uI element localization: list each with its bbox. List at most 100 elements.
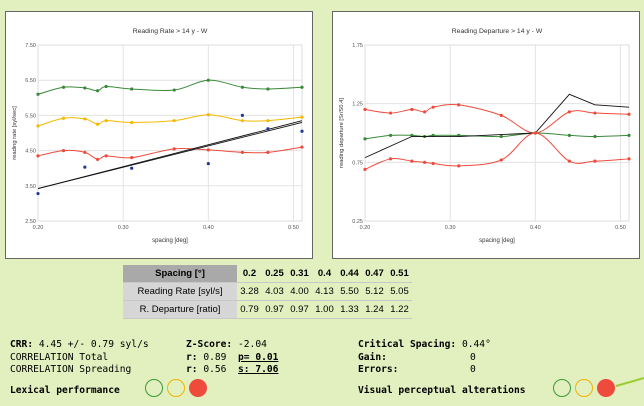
series-point <box>206 78 210 82</box>
series-point <box>593 134 597 139</box>
data-point <box>300 129 304 133</box>
series-point <box>300 85 304 89</box>
series-point <box>567 133 571 137</box>
y-axis-label: reading rate [syl/sec] <box>12 106 18 160</box>
data-point <box>206 162 210 166</box>
series-point <box>410 159 414 163</box>
series-point <box>499 134 503 139</box>
series-point <box>627 157 631 161</box>
series-point <box>431 161 435 166</box>
table-cell: 1.00 <box>312 300 337 319</box>
r-total-value: 0.89 <box>197 351 238 363</box>
table-cell: 4.03 <box>262 282 287 301</box>
table-header-row: Spacing [°] 0.2 0.25 0.31 0.4 0.44 0.47 … <box>123 265 412 283</box>
table-cell: 3.28 <box>237 282 262 301</box>
y-axis-label: reading departure [Sr/S0.4] <box>339 98 345 168</box>
series-point <box>593 159 597 163</box>
gain-label: Gain: <box>358 351 387 363</box>
y-tick-label: 4.50 <box>25 149 36 155</box>
y-tick-label: 0.75 <box>352 160 363 166</box>
chart-title: Reading Rate > 14 y - W <box>133 28 208 35</box>
x-axis-label: spacing [deg] <box>479 238 515 244</box>
series-point <box>104 84 108 89</box>
series-point <box>410 107 414 112</box>
series-point <box>593 111 597 115</box>
y-tick-label: 5.50 <box>25 113 36 119</box>
series-line <box>364 132 630 170</box>
crr-value: 4.45 +/- 0.79 syl/s <box>33 339 149 350</box>
indicator-arrow-line <box>615 377 644 387</box>
lexical-performance-label: Lexical performance <box>10 385 120 396</box>
series-point <box>104 154 108 158</box>
r-total-label: r: <box>186 351 198 363</box>
series-point <box>240 85 244 89</box>
table-cell: 5.12 <box>362 282 387 301</box>
crr-label: CRR: <box>10 339 34 350</box>
stats-middle: Z-Score: -2.04 r: 0.89 p= 0.01 r: 0.56 s… <box>186 339 278 377</box>
z-score-label: Z-Score: <box>186 339 233 350</box>
lexical-yellow-circle-icon <box>167 379 185 397</box>
data-point <box>240 113 244 117</box>
stats-right: Critical Spacing: 0.44° Gain: <box>358 339 491 364</box>
table-cell: 5.50 <box>337 282 362 301</box>
y-tick-label: 1.25 <box>352 102 363 108</box>
series-point <box>363 167 367 171</box>
table-row: R. Departure [ratio] 0.79 0.97 0.97 1.00… <box>123 300 412 319</box>
series-point <box>61 149 66 153</box>
series-point <box>172 119 176 123</box>
table-col: 0.4 <box>312 265 337 283</box>
series-point <box>300 115 304 119</box>
series-line <box>37 122 303 190</box>
series-point <box>96 89 100 93</box>
table-cell: 1.33 <box>337 300 362 319</box>
series-point <box>388 157 393 161</box>
series-point <box>363 107 367 112</box>
series-point <box>431 105 435 109</box>
series-point <box>96 122 100 126</box>
series-point <box>300 145 304 149</box>
x-tick-label: 0.30 <box>118 225 129 231</box>
table-cell: 0.97 <box>262 300 287 319</box>
series-point <box>83 150 87 154</box>
stats-left: CRR: 4.45 +/- 0.79 syl/s CORRELATION Tot… <box>10 339 149 377</box>
series-point <box>567 159 571 163</box>
series-point <box>363 137 367 141</box>
series-line <box>37 146 303 160</box>
table-cell: 4.00 <box>287 282 312 301</box>
series-point <box>206 113 210 117</box>
table-cell: 4.13 <box>312 282 337 301</box>
x-tick-label: 0.20 <box>360 225 371 231</box>
series-point <box>266 150 270 154</box>
data-point <box>130 166 134 170</box>
series-point <box>36 92 40 96</box>
table-cell: 1.22 <box>387 300 412 319</box>
spacing-table: Spacing [°] 0.2 0.25 0.31 0.4 0.44 0.47 … <box>123 265 412 319</box>
series-point <box>499 158 503 162</box>
series-point <box>457 103 461 107</box>
table-col: 0.44 <box>337 265 362 283</box>
series-line <box>37 114 303 127</box>
table-col: 0.25 <box>262 265 287 283</box>
lexical-red-circle-icon <box>189 379 207 397</box>
plot-area <box>37 44 303 222</box>
table-header-label: Spacing [°] <box>123 265 237 283</box>
table-cell: 1.24 <box>362 300 387 319</box>
series-point <box>206 148 210 152</box>
errors-value: 0 <box>470 364 476 375</box>
series-point <box>104 119 108 123</box>
series-line <box>364 103 630 134</box>
x-axis-label: spacing [deg] <box>152 238 188 244</box>
z-score-value: -2.04 <box>232 339 267 350</box>
y-tick-label: 7.50 <box>25 43 36 49</box>
row-label: R. Departure [ratio] <box>123 300 237 319</box>
series-point <box>36 154 40 158</box>
series-point <box>61 85 66 89</box>
series-point <box>96 157 100 161</box>
x-tick-label: 0.50 <box>288 225 299 231</box>
visual-perceptual-alterations-label: Visual perceptual alterations <box>358 385 526 396</box>
series-point <box>172 147 176 151</box>
y-tick-label: 3.50 <box>25 184 36 190</box>
reading-rate-chart-svg: 2.50 3.50 4.50 5.50 6.50 7.50 0.20 0.30 0.40 0.50… <box>12 28 304 244</box>
series-point <box>61 116 66 120</box>
series-point <box>266 87 270 91</box>
